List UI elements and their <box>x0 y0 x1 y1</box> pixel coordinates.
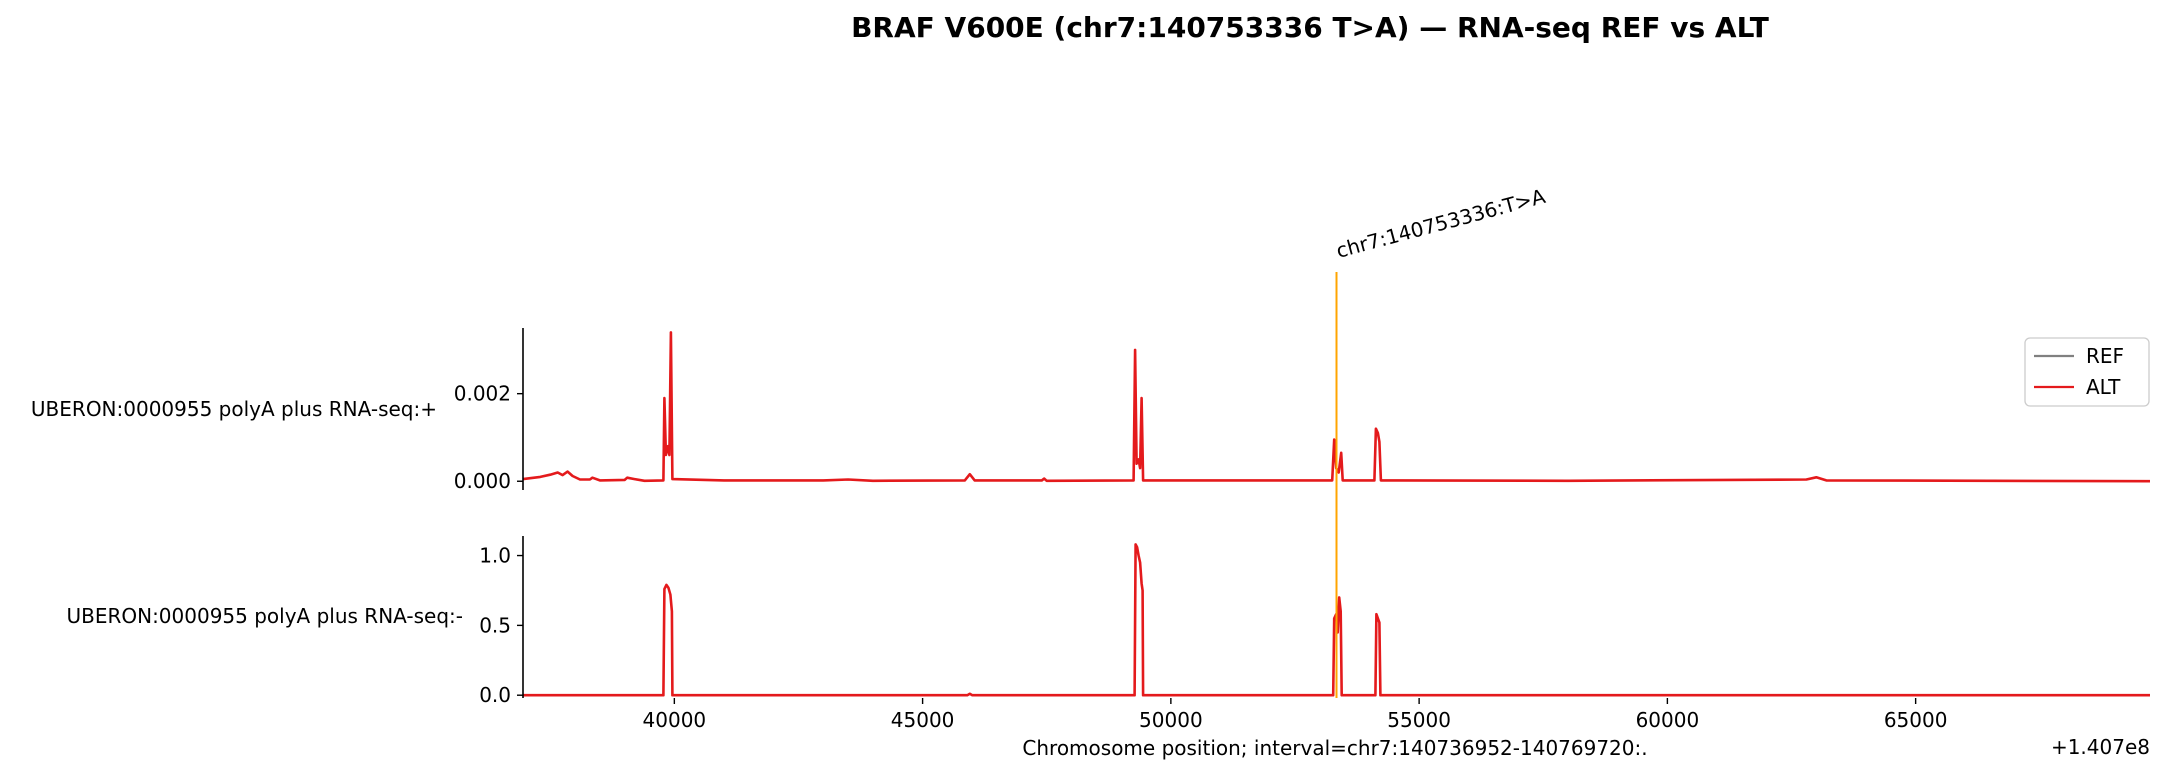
legend-ref-label: REF <box>2086 344 2124 368</box>
panel-bottom-track-label: UBERON:0000955 polyA plus RNA-seq:- <box>66 604 463 628</box>
panel-top-ytick-label: 0.002 <box>454 382 511 406</box>
x-axis-label: Chromosome position; interval=chr7:14073… <box>1022 736 1647 760</box>
panel-top-series <box>522 331 2151 483</box>
panel-top: 0.000 0.002 UBERON:0000955 polyA plus RNA… <box>31 328 2151 493</box>
x-tick-label: 55000 <box>1387 708 1451 732</box>
panel-bottom-ytick-label: 0.5 <box>479 613 511 637</box>
chart-title: BRAF V600E (chr7:140753336 T>A) — RNA-se… <box>851 11 1769 44</box>
panel-top-series-alt <box>522 331 2151 483</box>
panel-bottom-series-alt <box>523 543 2150 697</box>
panel-top-track-label: UBERON:0000955 polyA plus RNA-seq:+ <box>31 397 437 421</box>
legend: REF ALT <box>2024 337 2150 407</box>
x-tick-label: 60000 <box>1636 708 1700 732</box>
panel-bottom: 0.0 0.5 1.0 UBERON:0000955 polyA plus RNA-… <box>66 536 2150 707</box>
x-tick-label: 50000 <box>1139 708 1203 732</box>
panel-top-ticks: 0.000 0.002 <box>454 382 523 493</box>
x-offset-label: +1.407e8 <box>2051 735 2150 759</box>
panel-bottom-ytick-label: 0.0 <box>479 683 511 707</box>
panel-top-ytick-label: 0.000 <box>454 469 511 493</box>
x-axis-ticks: 40000 45000 50000 55000 60000 65000 <box>643 698 1948 732</box>
x-tick-label: 45000 <box>891 708 955 732</box>
variant-label: chr7:140753336:T>A <box>1334 184 1548 263</box>
panel-bottom-series <box>523 543 2150 697</box>
x-tick-label: 40000 <box>643 708 707 732</box>
panel-bottom-ytick-label: 1.0 <box>479 544 511 568</box>
legend-alt-label: ALT <box>2086 375 2121 399</box>
x-tick-label: 65000 <box>1884 708 1948 732</box>
panel-bottom-ticks: 0.0 0.5 1.0 <box>479 544 523 707</box>
